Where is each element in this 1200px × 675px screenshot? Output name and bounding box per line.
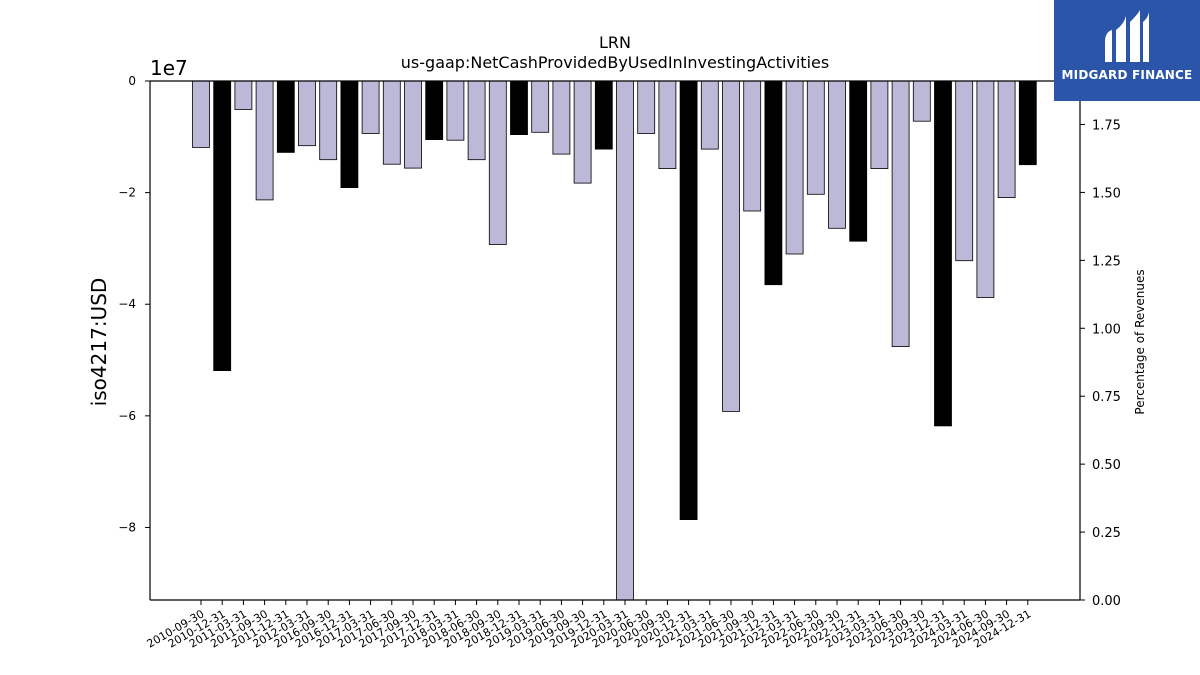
y2-tick-label: 0.75 (1092, 390, 1121, 405)
bar-2020-12-31 (679, 80, 698, 521)
bar-2018-09-30 (488, 80, 507, 245)
y-tick-label: −4 (118, 297, 136, 311)
y2-tick-label: 0.50 (1092, 458, 1121, 473)
bar-2019-09-30 (573, 80, 592, 184)
bar-2012-03-31 (298, 80, 316, 147)
bar-2010-12-31 (213, 80, 232, 372)
bar-2018-03-31 (446, 80, 465, 141)
bar-2023-09-30 (912, 80, 931, 122)
y-axis-label: iso4217:USD (87, 278, 111, 407)
bar-2011-03-31 (234, 80, 253, 110)
bar-2021-09-30 (743, 80, 762, 212)
bar-2024-12-31 (1018, 80, 1037, 166)
logo-text: MIDGARD FINANCE (1061, 68, 1193, 82)
logo-mark-icon (1105, 10, 1149, 62)
y2-tick-label: 0.25 (1092, 526, 1121, 541)
bar-2016-12-31 (340, 80, 359, 188)
chart-subtitle: us-gaap:NetCashProvidedByUsedInInvesting… (401, 53, 829, 72)
bar-2024-06-30 (976, 80, 995, 298)
y-tick-label: −2 (118, 186, 136, 200)
y-tick-label: 0 (128, 74, 136, 88)
bar-2017-12-31 (425, 80, 444, 140)
y2-tick-label: 1.00 (1092, 322, 1121, 337)
bars-layer (192, 80, 1037, 601)
bar-2021-03-31 (700, 80, 719, 150)
bar-2021-06-30 (722, 80, 740, 412)
bar-2018-06-30 (467, 80, 486, 161)
bar-2022-03-31 (785, 80, 804, 255)
bar-2020-09-30 (658, 80, 677, 169)
bar-2017-03-31 (361, 80, 380, 134)
bar-2020-06-30 (637, 80, 656, 134)
bar-2022-09-30 (828, 80, 846, 229)
bar-2011-12-31 (276, 80, 295, 153)
x-ticks-layer: 2010-09-302010-12-312011-03-312011-09-30… (145, 600, 1033, 651)
bar-2024-03-31 (955, 80, 974, 262)
chart-title: LRN (599, 33, 631, 52)
y-ticks-layer: 0 −2 −4 −6 −8 (118, 74, 150, 534)
bar-2024-09-30 (997, 80, 1016, 198)
bar-2020-03-31 (616, 80, 634, 601)
bar-2023-12-31 (934, 80, 952, 427)
bar-2021-12-31 (764, 80, 783, 286)
bar-2023-03-31 (870, 80, 889, 169)
y-tick-label: −6 (118, 409, 136, 423)
y2-ticks-layer: 0.00 0.25 0.50 0.75 1.00 1.25 1.50 1.75 (1080, 118, 1121, 609)
y2-tick-label: 1.25 (1092, 254, 1121, 269)
bar-2019-12-31 (594, 80, 613, 150)
bar-2018-12-31 (510, 80, 528, 135)
y-tick-label: −8 (118, 520, 136, 534)
bar-2019-03-31 (531, 80, 550, 133)
bar-2016-09-30 (319, 80, 338, 161)
bar-2022-06-30 (806, 80, 825, 195)
bar-2022-12-31 (849, 80, 868, 242)
bar-2011-09-30 (255, 80, 274, 201)
bar-2010-09-30 (192, 80, 210, 148)
y2-tick-label: 0.00 (1092, 594, 1121, 609)
midgard-finance-logo: MIDGARD FINANCE (1054, 0, 1200, 101)
bar-2017-06-30 (382, 80, 401, 165)
y2-tick-label: 1.50 (1092, 186, 1121, 201)
y-offset-text: 1e7 (150, 56, 188, 80)
bar-2017-09-30 (404, 80, 422, 169)
bar-2023-06-30 (891, 80, 910, 348)
y2-tick-label: 1.75 (1092, 118, 1121, 133)
bar-2019-06-30 (552, 80, 571, 155)
y2-axis-label: Percentage of Revenues (1133, 269, 1147, 414)
